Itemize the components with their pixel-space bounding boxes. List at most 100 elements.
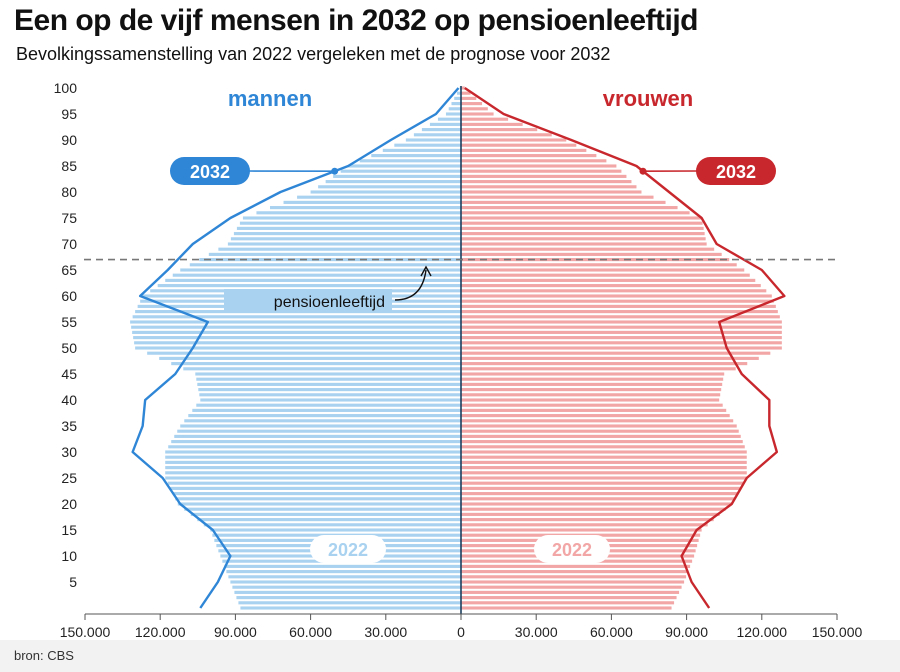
- women-2032-marker: [639, 167, 647, 175]
- women-2022-bar: [461, 414, 730, 418]
- women-2022-bar: [461, 356, 759, 360]
- women-2022-bar: [461, 440, 743, 444]
- men-2022-bar: [192, 408, 461, 412]
- y-tick-label: 40: [61, 392, 77, 408]
- women-2022-pill: [534, 535, 610, 563]
- women-2022-bar: [461, 154, 597, 158]
- women-2022-bar: [461, 226, 704, 230]
- men-2022-bar: [167, 481, 461, 485]
- y-tick-label: 35: [61, 418, 77, 434]
- women-2022-bar: [461, 455, 747, 459]
- men-2032-pill: [170, 157, 250, 185]
- y-tick-label: 5: [69, 574, 77, 590]
- women-2022-bar: [461, 570, 689, 574]
- women-2022-bar: [461, 268, 745, 272]
- men-2022-bar: [132, 330, 461, 334]
- men-2022-bar: [197, 518, 462, 522]
- men-2022-bar: [413, 133, 461, 137]
- men-2022-bar: [238, 601, 461, 605]
- women-2022-bar: [461, 143, 577, 147]
- x-tick-label: 90.000: [665, 624, 708, 640]
- men-2022-bar: [348, 164, 461, 168]
- men-2022-bar: [189, 263, 461, 267]
- women-2022-bar: [461, 585, 682, 589]
- men-2022-bar: [130, 320, 461, 324]
- men-2022-bar: [405, 138, 461, 142]
- women-2022-bar: [461, 304, 776, 308]
- men-2022-bar: [170, 486, 461, 490]
- men-2022-bar: [297, 195, 461, 199]
- women-2022-bar: [461, 330, 782, 334]
- women-2022-bar: [461, 497, 735, 501]
- axes: 150.000 120.000 90.000 60.000 30.000 0 30.000 6…: [54, 80, 863, 640]
- women-2022-bar: [461, 450, 747, 454]
- men-2022-bar: [283, 200, 461, 204]
- y-tick-label: 45: [61, 366, 77, 382]
- women-2022-bar: [461, 273, 750, 277]
- women-2022-bar: [461, 216, 702, 220]
- men-2022-bar: [184, 507, 461, 511]
- women-2022-bars: [461, 86, 782, 610]
- annotation-arrow: [394, 269, 427, 301]
- women-2022-bar: [461, 164, 617, 168]
- women-2022-bar: [461, 502, 732, 506]
- men-2022-bar: [218, 247, 461, 251]
- men-2022-bar: [233, 232, 461, 236]
- women-2022-bar: [461, 575, 687, 579]
- women-2022-bar: [461, 466, 747, 470]
- men-2022-bar: [240, 606, 461, 610]
- men-2022-bar: [200, 398, 461, 402]
- population-pyramid-chart: 150.000 120.000 90.000 60.000 30.000 0 30.000 6…: [54, 80, 863, 640]
- women-2022-bar: [461, 128, 538, 132]
- women-2022-bar: [461, 601, 675, 605]
- women-2022-bar: [461, 325, 782, 329]
- women-2022-bar: [461, 596, 677, 600]
- men-2022-bar: [165, 278, 462, 282]
- women-2022-bar: [461, 294, 772, 298]
- women-2022-bar: [461, 206, 678, 210]
- men-2032-line: [131, 87, 460, 609]
- men-2022-bar: [224, 564, 461, 568]
- men-2022-bar: [228, 575, 461, 579]
- women-2022-bar: [461, 117, 509, 121]
- men-2022-bar: [196, 403, 461, 407]
- men-2022-bar: [198, 388, 461, 392]
- x-tick-label: 120.000: [736, 624, 787, 640]
- men-2022-bar: [456, 91, 461, 95]
- y-tick-label: 20: [61, 496, 77, 512]
- chart-subtitle: Bevolkingssamenstelling van 2022 vergele…: [16, 44, 611, 64]
- men-2022-bar: [165, 455, 462, 459]
- men-2022-bar: [421, 128, 461, 132]
- women-2022-bar: [461, 486, 741, 490]
- women-2022-bar: [461, 564, 691, 568]
- women-2022-bar: [461, 445, 745, 449]
- women-2022-bar: [461, 315, 780, 319]
- men-2022-bar: [172, 273, 461, 277]
- women-2022-bar: [461, 278, 756, 282]
- women-2022-bar: [461, 403, 723, 407]
- women-2022-bar: [461, 341, 782, 345]
- women-2022-bar: [461, 476, 747, 480]
- men-2022-bar: [184, 419, 461, 423]
- men-2022-bar: [197, 382, 462, 386]
- women-2032-pill: [696, 157, 776, 185]
- men-2022-bar: [188, 414, 462, 418]
- men-2022-bar: [133, 336, 462, 340]
- y-tick-label: 80: [61, 184, 77, 200]
- y-tick-label: 100: [54, 80, 78, 96]
- women-2022-bar: [461, 91, 471, 95]
- women-2022-bar: [461, 336, 782, 340]
- x-tick-label: 30.000: [364, 624, 407, 640]
- women-2022-bar: [461, 148, 587, 152]
- men-2022-bar: [230, 580, 461, 584]
- women-2022-bar: [461, 320, 782, 324]
- x-tick-label: 60.000: [289, 624, 332, 640]
- women-2022-bar: [461, 232, 705, 236]
- footer-band: [0, 640, 900, 672]
- men-2022-bar: [174, 434, 461, 438]
- women-2022-bar: [461, 190, 642, 194]
- men-2022-bar: [437, 117, 461, 121]
- projection-2032-lines: [131, 87, 786, 609]
- men-2022-bar: [168, 445, 462, 449]
- chart-title: Een op de vijf mensen in 2032 op pensioe…: [14, 4, 699, 37]
